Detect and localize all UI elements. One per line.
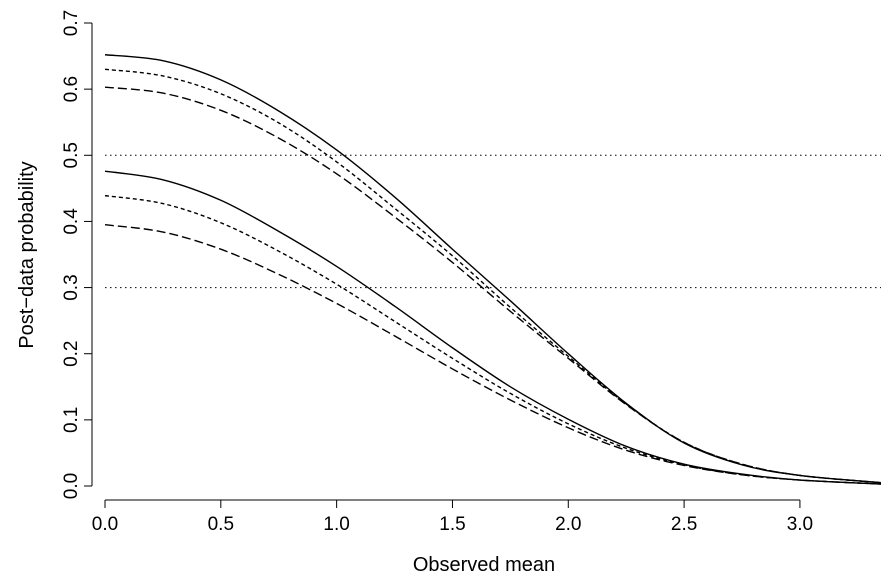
x-tick-label: 2.5 <box>671 514 697 535</box>
reference-lines <box>105 154 881 289</box>
x-tick-label: 0.5 <box>208 514 234 535</box>
series-line-4-solid <box>104 170 881 485</box>
series-lines <box>104 54 881 485</box>
y-tick-label: 0.1 <box>61 407 82 433</box>
y-axis-ticks: 0.0 0.1 0.2 0.3 0.4 0.5 0.6 0.7 <box>61 10 92 499</box>
series-line-2-short-dash <box>104 68 881 484</box>
x-tick-label: 1.5 <box>439 514 465 535</box>
x-tick-label: 3.0 <box>787 514 813 535</box>
y-tick-label: 0.0 <box>61 473 82 499</box>
y-tick-label: 0.2 <box>61 341 82 367</box>
y-axis-title: Post−data probability <box>16 161 38 348</box>
x-tick-label: 0.0 <box>92 514 118 535</box>
x-axis-ticks: 0.0 0.5 1.0 1.5 2.0 2.5 3.0 <box>92 500 813 535</box>
y-tick-label: 0.3 <box>61 274 82 300</box>
series-line-3-long-dash <box>104 86 881 484</box>
x-axis-title: Observed mean <box>413 554 555 576</box>
x-tick-label: 1.0 <box>323 514 349 535</box>
axes <box>91 23 800 501</box>
series-line-5-short-dash <box>104 194 881 485</box>
series-line-1-solid <box>104 54 881 484</box>
y-tick-label: 0.6 <box>61 76 82 102</box>
x-tick-label: 2.0 <box>555 514 581 535</box>
y-tick-label: 0.5 <box>61 142 82 168</box>
series-line-6-long-dash <box>104 224 881 485</box>
y-tick-label: 0.7 <box>61 10 82 36</box>
y-tick-label: 0.4 <box>61 208 82 235</box>
